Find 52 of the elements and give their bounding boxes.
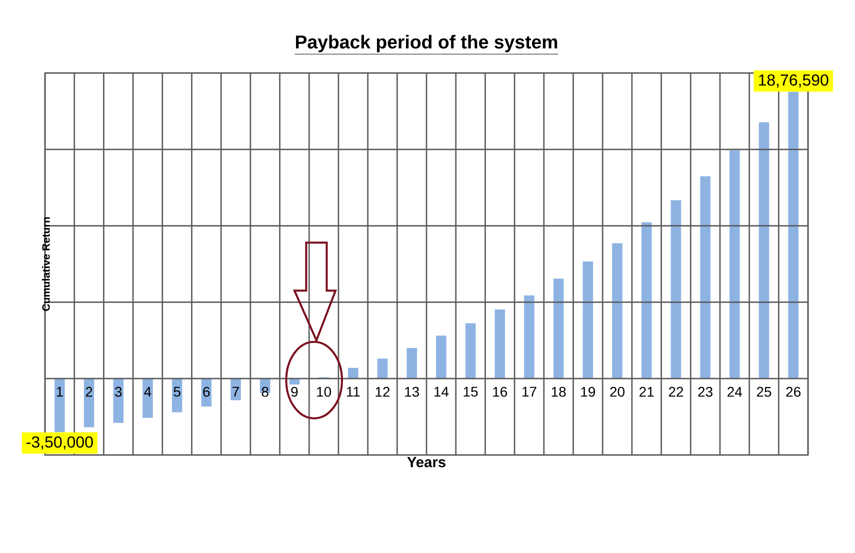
bar bbox=[348, 368, 358, 379]
x-tick-label: 14 bbox=[434, 386, 449, 396]
bar bbox=[465, 323, 476, 379]
x-tick-label: 10 bbox=[317, 386, 332, 397]
bar bbox=[524, 295, 534, 379]
bar bbox=[84, 378, 94, 428]
x-tick-label: 26 bbox=[786, 386, 801, 397]
bar bbox=[582, 262, 594, 379]
bar bbox=[700, 176, 710, 379]
x-tick-label: 6 bbox=[203, 386, 210, 397]
bar bbox=[788, 92, 798, 379]
y-axis-title: Cumulative Return bbox=[42, 217, 50, 311]
x-tick-label: 19 bbox=[581, 386, 596, 397]
x-tick-label: 5 bbox=[174, 386, 180, 397]
bar bbox=[641, 222, 652, 379]
x-tick-label: 17 bbox=[522, 386, 536, 396]
bar bbox=[730, 150, 740, 379]
bar bbox=[54, 378, 65, 432]
x-tick-label: 20 bbox=[610, 386, 624, 397]
x-tick-label: 25 bbox=[756, 386, 772, 397]
bar bbox=[230, 378, 241, 400]
x-tick-label: 7 bbox=[232, 386, 239, 396]
x-tick-label: 2 bbox=[86, 386, 92, 397]
bar bbox=[612, 243, 622, 379]
chart-title: Payback period of the system bbox=[296, 34, 558, 52]
x-tick-label: 8 bbox=[262, 386, 268, 397]
bar bbox=[377, 358, 388, 379]
bar bbox=[113, 378, 124, 423]
x-tick-label: 9 bbox=[291, 386, 298, 397]
bar bbox=[758, 122, 770, 379]
data-label: -3,50,000 bbox=[26, 436, 93, 450]
bar bbox=[494, 310, 506, 379]
bar bbox=[670, 200, 682, 379]
x-tick-label: 11 bbox=[346, 386, 360, 396]
bar bbox=[406, 348, 417, 379]
x-tick-label: 16 bbox=[493, 386, 508, 397]
data-label: 18,76,590 bbox=[758, 74, 828, 88]
x-tick-label: 23 bbox=[698, 386, 712, 397]
x-tick-label: 22 bbox=[668, 386, 684, 397]
x-tick-label: 18 bbox=[552, 386, 566, 397]
x-tick-label: 4 bbox=[144, 386, 152, 396]
bar bbox=[142, 378, 153, 418]
bar bbox=[436, 336, 446, 379]
x-axis-title: Years bbox=[407, 457, 446, 468]
x-tick-label: 12 bbox=[376, 386, 390, 397]
x-tick-label: 21 bbox=[640, 386, 654, 397]
x-tick-label: 3 bbox=[115, 386, 122, 397]
x-tick-label: 13 bbox=[405, 386, 420, 397]
x-tick-label: 15 bbox=[464, 386, 478, 397]
x-tick-label: 24 bbox=[728, 386, 742, 397]
x-tick-label: 1 bbox=[56, 386, 63, 396]
bar bbox=[553, 278, 564, 379]
